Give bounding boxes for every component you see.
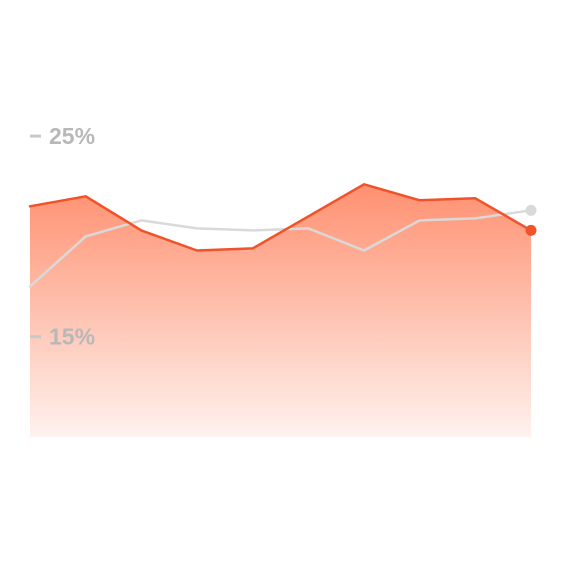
primary-series-end-point [525,224,537,236]
y-axis-ticks: 25% 15% [30,123,95,350]
primary-series-line [28,183,533,252]
y-tick-label: 15% [49,324,95,350]
comparison-series-line [28,209,533,288]
comparison-series-end-point [525,204,537,216]
y-tick-label: 25% [49,123,95,149]
primary-series-area [30,184,531,437]
